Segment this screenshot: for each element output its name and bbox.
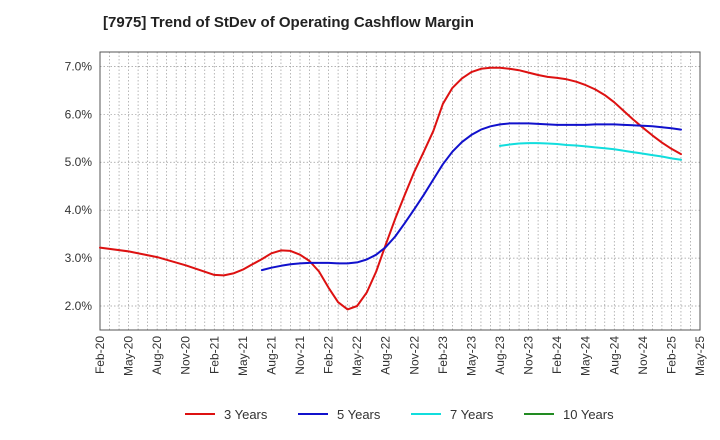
x-tick-label: Feb-22	[322, 336, 336, 374]
y-axis: 2.0% 3.0% 4.0% 5.0% 6.0% 7.0%	[65, 59, 93, 313]
series-line-5-years	[260, 122, 682, 272]
series-lines	[99, 66, 682, 311]
x-tick-label: Aug-20	[150, 336, 164, 375]
x-tick-label: May-22	[350, 336, 364, 376]
x-tick-label: Nov-22	[407, 336, 421, 375]
series-line-7-years	[499, 142, 682, 161]
y-tick-label: 5.0%	[65, 155, 93, 169]
x-tick-label: Aug-21	[264, 336, 278, 375]
x-tick-label: Aug-22	[379, 336, 393, 375]
y-tick-label: 3.0%	[65, 251, 93, 265]
y-tick-label: 4.0%	[65, 203, 93, 217]
x-tick-label: May-23	[464, 336, 478, 376]
x-tick-label: May-25	[693, 336, 707, 376]
x-tick-label: Nov-20	[179, 336, 193, 375]
legend-label-3-years: 3 Years	[224, 407, 268, 422]
x-tick-label: Feb-23	[436, 336, 450, 374]
chart-title: [7975] Trend of StDev of Operating Cashf…	[103, 14, 474, 31]
x-tick-label: Feb-21	[207, 336, 221, 374]
legend: 3 Years 5 Years 7 Years 10 Years	[185, 407, 614, 422]
x-tick-label: Feb-20	[93, 336, 107, 374]
y-tick-label: 6.0%	[65, 107, 93, 121]
y-tick-label: 2.0%	[65, 299, 93, 313]
x-tick-label: Aug-23	[493, 336, 507, 375]
x-tick-label: Feb-24	[550, 336, 564, 374]
x-tick-label: May-20	[122, 336, 136, 376]
x-tick-label: Nov-21	[293, 336, 307, 375]
legend-label-5-years: 5 Years	[337, 407, 381, 422]
legend-label-7-years: 7 Years	[450, 407, 494, 422]
x-axis: Feb-20 May-20 Aug-20 Nov-20 Feb-21 May-21 Aug-…	[93, 336, 707, 376]
y-tick-label: 7.0%	[65, 59, 93, 73]
grid-lines	[100, 52, 700, 330]
x-tick-label: Nov-23	[522, 336, 536, 375]
x-tick-label: May-24	[579, 336, 593, 376]
x-tick-label: Nov-24	[636, 336, 650, 375]
x-tick-label: Aug-24	[607, 336, 621, 375]
plot-area	[99, 51, 701, 331]
x-tick-label: Feb-25	[664, 336, 678, 374]
x-tick-label: May-21	[236, 336, 250, 376]
series-line-3-years	[99, 66, 682, 311]
legend-label-10-years: 10 Years	[563, 407, 614, 422]
